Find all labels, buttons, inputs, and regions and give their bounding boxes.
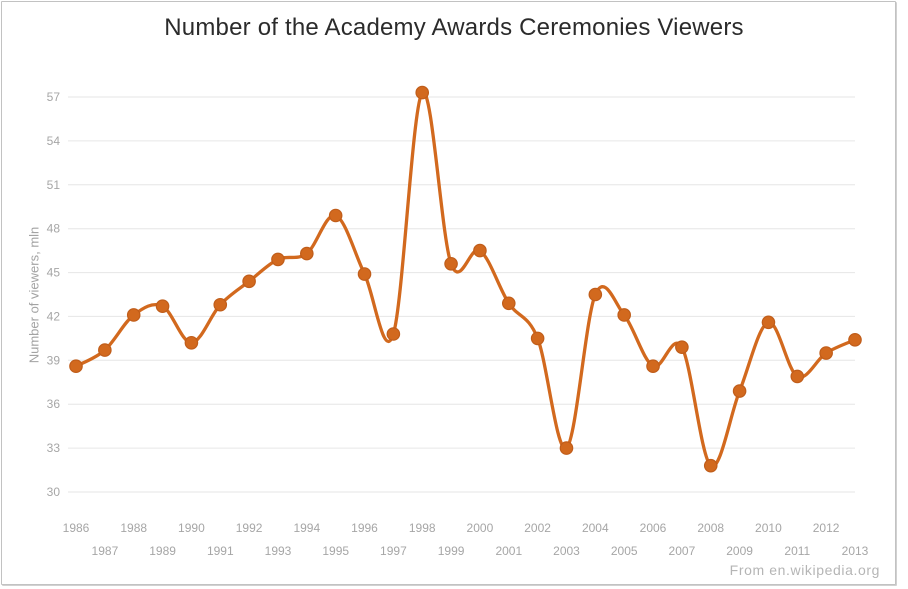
x-axis-tick-label: 2000 xyxy=(467,521,494,535)
data-point-1996[interactable] xyxy=(357,267,372,281)
data-point-2012[interactable] xyxy=(819,346,833,360)
x-axis-tick-label: 1989 xyxy=(149,544,176,558)
x-axis-tick-label: 1990 xyxy=(178,521,205,535)
attribution-label: From en.wikipedia.org xyxy=(729,562,880,578)
y-axis-tick-label: 36 xyxy=(47,397,61,411)
y-axis-tick-label: 57 xyxy=(47,90,61,104)
x-axis-tick-label: 1997 xyxy=(380,544,407,558)
x-axis-tick-label: 2012 xyxy=(813,521,840,535)
x-axis-tick-label: 1996 xyxy=(351,521,378,535)
y-axis-tick-label: 33 xyxy=(47,441,61,455)
y-axis-tick-label: 48 xyxy=(47,222,61,236)
data-point-1997[interactable] xyxy=(386,327,401,341)
data-point-2007[interactable] xyxy=(675,340,689,354)
data-point-1991[interactable] xyxy=(213,297,228,312)
data-point-1995[interactable] xyxy=(328,208,343,223)
x-axis-tick-label: 2009 xyxy=(726,544,753,558)
data-point-2008[interactable] xyxy=(703,458,718,473)
x-axis-tick-label: 1988 xyxy=(120,521,147,535)
x-axis-tick-label: 2004 xyxy=(582,521,609,535)
data-point-2010[interactable] xyxy=(761,315,776,330)
data-point-1992[interactable] xyxy=(242,274,256,289)
data-point-1999[interactable] xyxy=(444,256,458,271)
data-point-1987[interactable] xyxy=(98,343,112,357)
data-point-2002[interactable] xyxy=(530,331,545,346)
x-axis-tick-label: 1987 xyxy=(92,544,119,558)
y-axis-tick-label: 30 xyxy=(47,485,61,499)
y-axis-tick-label: 39 xyxy=(47,353,61,367)
data-point-2000[interactable] xyxy=(473,243,487,258)
data-point-2006[interactable] xyxy=(646,359,660,373)
x-axis-tick-label: 2006 xyxy=(640,521,667,535)
x-axis-tick-label: 2007 xyxy=(669,544,696,558)
data-point-2005[interactable] xyxy=(617,308,631,322)
data-point-1994[interactable] xyxy=(300,246,314,261)
series-line xyxy=(74,90,857,468)
data-point-2013[interactable] xyxy=(848,333,862,347)
x-axis-tick-label: 2010 xyxy=(755,521,782,535)
data-point-2009[interactable] xyxy=(732,384,747,398)
chart-frame xyxy=(1,1,896,585)
data-point-1998[interactable] xyxy=(415,85,430,100)
y-axis-tick-label: 54 xyxy=(47,134,61,148)
y-axis-tick-label: 51 xyxy=(47,178,61,192)
x-axis-tick-label: 1991 xyxy=(207,544,234,558)
x-axis-tick-label: 1998 xyxy=(409,521,436,535)
data-point-1988[interactable] xyxy=(126,308,141,322)
data-point-2004[interactable] xyxy=(588,287,603,302)
x-axis-tick-label: 2011 xyxy=(784,544,810,558)
x-axis-tick-label: 2008 xyxy=(697,521,724,535)
x-axis-tick-label: 1993 xyxy=(265,544,292,558)
x-axis-tick-label: 1999 xyxy=(438,544,465,558)
x-axis-tick-label: 1992 xyxy=(236,521,263,535)
chart-title: Number of the Academy Awards Ceremonies … xyxy=(164,14,744,41)
x-axis-tick-label: 2001 xyxy=(495,544,522,558)
data-point-2001[interactable] xyxy=(501,296,516,311)
x-axis-tick-label: 2005 xyxy=(611,544,638,558)
data-point-1989[interactable] xyxy=(155,299,170,313)
x-axis-tick-label: 2002 xyxy=(524,521,551,535)
x-axis-tick-label: 1995 xyxy=(322,544,349,558)
x-axis-tick-label: 2013 xyxy=(842,544,869,558)
x-axis-tick-label: 2003 xyxy=(553,544,580,558)
x-axis-tick-label: 1994 xyxy=(293,521,320,535)
y-axis-tick-label: 45 xyxy=(47,266,61,280)
y-axis-tick-label: 42 xyxy=(47,309,61,323)
x-axis-tick-label: 1986 xyxy=(63,521,90,535)
data-point-1986[interactable] xyxy=(69,359,83,373)
data-point-2003[interactable] xyxy=(559,441,574,455)
data-point-2011[interactable] xyxy=(790,369,805,384)
data-point-1990[interactable] xyxy=(184,335,199,350)
data-point-1993[interactable] xyxy=(271,252,285,267)
